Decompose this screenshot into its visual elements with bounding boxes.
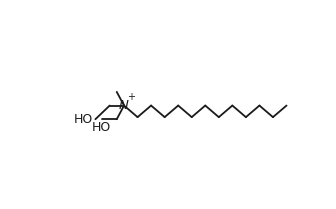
Text: $N$: $N$: [118, 99, 130, 112]
Text: HO: HO: [74, 113, 93, 126]
Text: +: +: [127, 93, 135, 102]
Text: HO: HO: [92, 121, 111, 134]
